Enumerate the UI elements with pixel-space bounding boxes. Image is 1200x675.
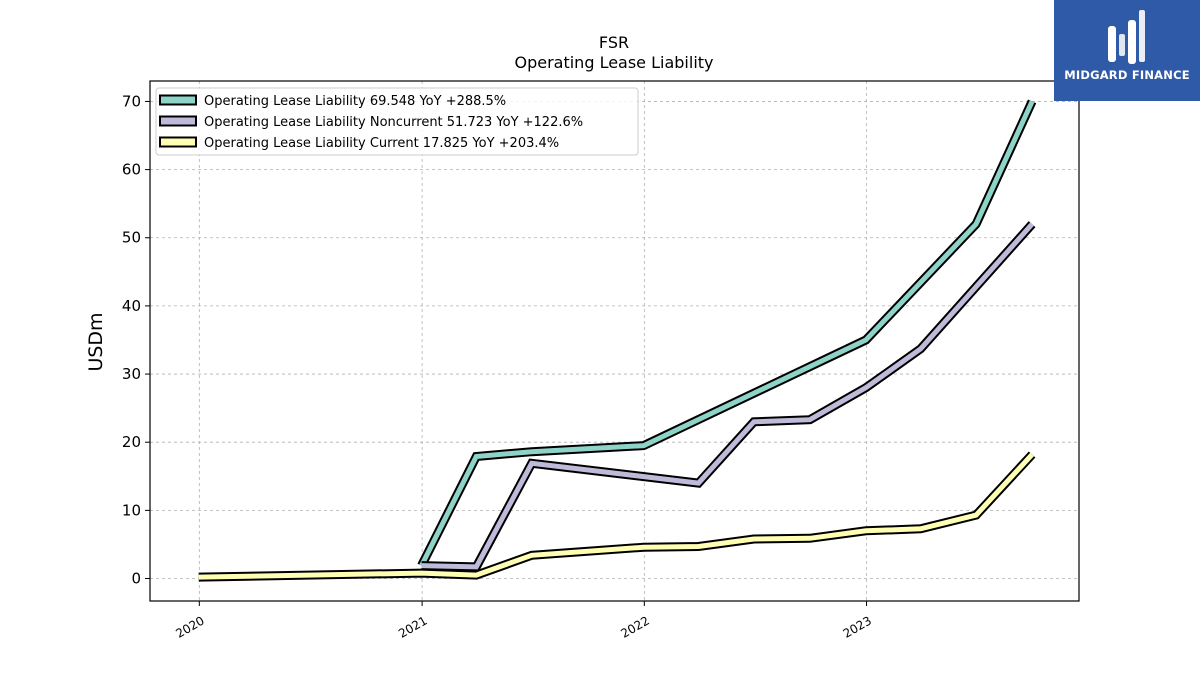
series-line-1 [419, 100, 1035, 567]
logo-text: MIDGARD FINANCE [1064, 68, 1190, 82]
chart-title: FSR [599, 33, 629, 52]
y-tick-label: 20 [122, 433, 141, 451]
legend-swatch [159, 115, 197, 127]
y-tick-label: 70 [122, 92, 141, 110]
legend-entry-label: Operating Lease Liability 69.548 YoY +28… [204, 94, 506, 109]
x-tick-label: 2021 [396, 613, 429, 640]
series-outline-2 [421, 221, 1036, 572]
y-tick-label: 0 [131, 570, 141, 588]
chart-subtitle: Operating Lease Liability [514, 53, 713, 72]
series-line-2 [421, 222, 1034, 570]
y-axis-label: USDm [85, 312, 107, 371]
y-tick-label: 30 [122, 365, 141, 383]
midgard-logo-mark-icon [1108, 10, 1145, 64]
midgard-finance-logo: MIDGARD FINANCE [1054, 0, 1200, 101]
x-tick-label: 2022 [618, 613, 651, 640]
y-tick-label: 50 [122, 229, 141, 247]
x-tick-label: 2023 [841, 613, 874, 640]
y-tick-label: 60 [122, 161, 141, 179]
legend-box [155, 87, 639, 156]
legend-swatch [159, 136, 197, 148]
legend-entry-label: Operating Lease Liability Noncurrent 51.… [204, 115, 583, 130]
legend-swatch [159, 94, 197, 106]
legend-entry-label: Operating Lease Liability Current 17.825… [204, 136, 559, 151]
series-line-3 [198, 452, 1034, 580]
x-tick-label: 2020 [173, 613, 206, 640]
y-tick-label: 40 [122, 297, 141, 315]
y-tick-label: 10 [122, 501, 141, 519]
plot-frame [149, 80, 1080, 602]
